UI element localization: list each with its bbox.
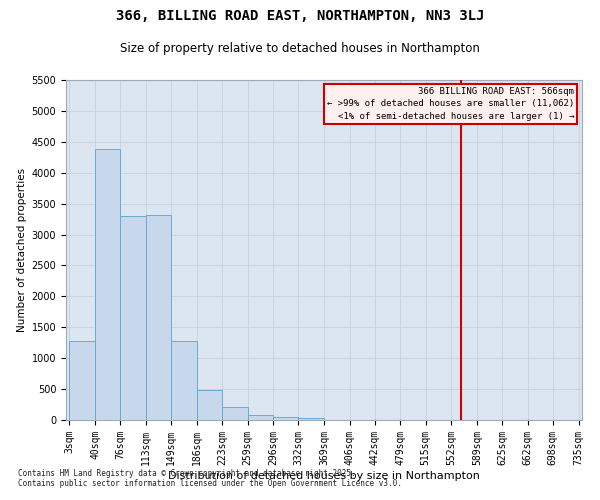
Bar <box>146 215 171 420</box>
Y-axis label: Number of detached properties: Number of detached properties <box>17 168 28 332</box>
Bar <box>70 342 95 420</box>
X-axis label: Distribution of detached houses by size in Northampton: Distribution of detached houses by size … <box>168 470 480 480</box>
Text: Contains HM Land Registry data © Crown copyright and database right 2025.
Contai: Contains HM Land Registry data © Crown c… <box>18 468 402 488</box>
Bar <box>273 417 298 420</box>
Bar <box>171 340 197 420</box>
Bar <box>248 414 273 420</box>
Bar <box>95 149 120 420</box>
Bar <box>197 390 223 420</box>
Bar <box>120 216 146 420</box>
Text: 366 BILLING ROAD EAST: 566sqm
← >99% of detached houses are smaller (11,062)
<1%: 366 BILLING ROAD EAST: 566sqm ← >99% of … <box>327 87 574 121</box>
Bar <box>223 407 248 420</box>
Bar <box>298 418 324 420</box>
Text: 366, BILLING ROAD EAST, NORTHAMPTON, NN3 3LJ: 366, BILLING ROAD EAST, NORTHAMPTON, NN3… <box>116 9 484 23</box>
Text: Size of property relative to detached houses in Northampton: Size of property relative to detached ho… <box>120 42 480 55</box>
